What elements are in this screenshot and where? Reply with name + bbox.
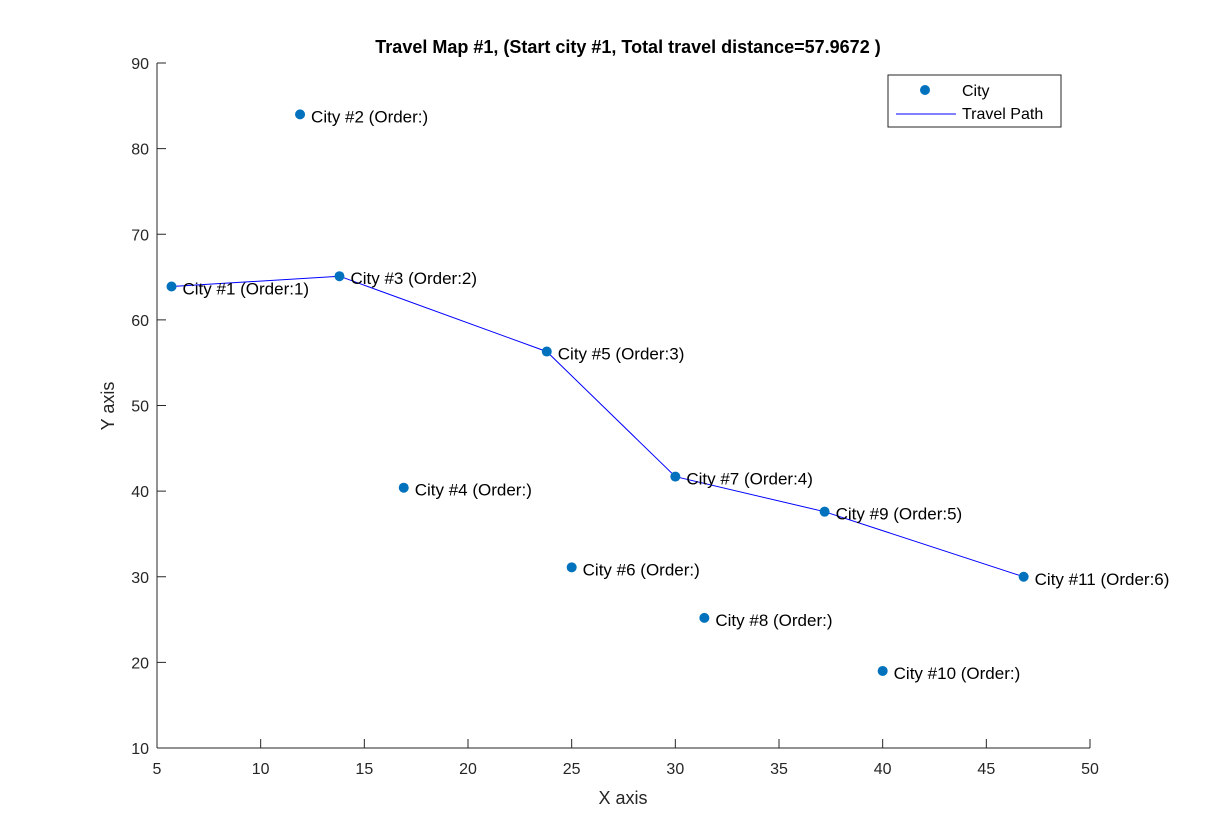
- city-label: City #3 (Order:2): [350, 269, 477, 288]
- y-tick-label: 50: [131, 399, 149, 416]
- city-label: City #9 (Order:5): [836, 505, 963, 524]
- legend-city-label: City: [962, 83, 990, 100]
- city-point: [398, 482, 409, 493]
- y-tick-label: 70: [131, 227, 149, 244]
- x-tick-label: 40: [874, 761, 892, 778]
- y-tick-label: 60: [131, 313, 149, 330]
- x-tick-label: 5: [153, 761, 162, 778]
- y-tick-label: 10: [131, 741, 149, 758]
- city-point: [1018, 571, 1029, 582]
- legend-city-marker: [920, 85, 930, 95]
- travel-path-layer: [171, 275, 1024, 578]
- city-label: City #2 (Order:): [311, 107, 428, 126]
- city-point: [877, 665, 888, 676]
- city-label: City #1 (Order:1): [183, 279, 310, 298]
- city-label: City #7 (Order:4): [686, 470, 813, 489]
- x-tick-label: 20: [459, 761, 477, 778]
- y-tick-label: 40: [131, 484, 149, 501]
- city-point: [295, 109, 306, 120]
- y-tick-label: 90: [131, 56, 149, 73]
- chart-title: Travel Map #1, (Start city #1, Total tra…: [375, 37, 880, 57]
- legend-box: [887, 74, 1062, 128]
- x-tick-label: 25: [563, 761, 581, 778]
- city-point: [566, 562, 577, 573]
- x-tick-label: 15: [355, 761, 373, 778]
- y-tick-label: 80: [131, 142, 149, 159]
- city-point: [819, 506, 830, 517]
- y-tick-label: 20: [131, 655, 149, 672]
- travel-path-line: [171, 275, 1024, 578]
- x-tick-label: 10: [252, 761, 270, 778]
- city-point: [541, 346, 552, 357]
- legend-path-label: Travel Path: [962, 106, 1043, 123]
- legend: City Travel Path: [887, 74, 1062, 128]
- city-points-layer: [166, 109, 1029, 676]
- y-axis-label: Y axis: [98, 382, 118, 431]
- y-tick-label: 30: [131, 570, 149, 587]
- city-labels-layer: City #1 (Order:1) City #2 (Order:) City #3…: [183, 107, 1170, 683]
- x-tick-label: 45: [977, 761, 995, 778]
- x-tick-label: 50: [1081, 761, 1099, 778]
- city-point: [699, 612, 710, 623]
- city-point: [166, 281, 177, 292]
- city-label: City #5 (Order:3): [558, 345, 685, 364]
- city-label: City #6 (Order:): [583, 560, 700, 579]
- city-label: City #4 (Order:): [415, 481, 532, 500]
- city-label: City #11 (Order:6): [1035, 570, 1170, 589]
- city-label: City #10 (Order:): [894, 664, 1021, 683]
- city-point: [334, 271, 345, 282]
- x-axis-label: X axis: [598, 788, 647, 808]
- city-point: [670, 471, 681, 482]
- city-label: City #8 (Order:): [715, 611, 832, 630]
- x-tick-label: 30: [666, 761, 684, 778]
- x-tick-label: 35: [770, 761, 788, 778]
